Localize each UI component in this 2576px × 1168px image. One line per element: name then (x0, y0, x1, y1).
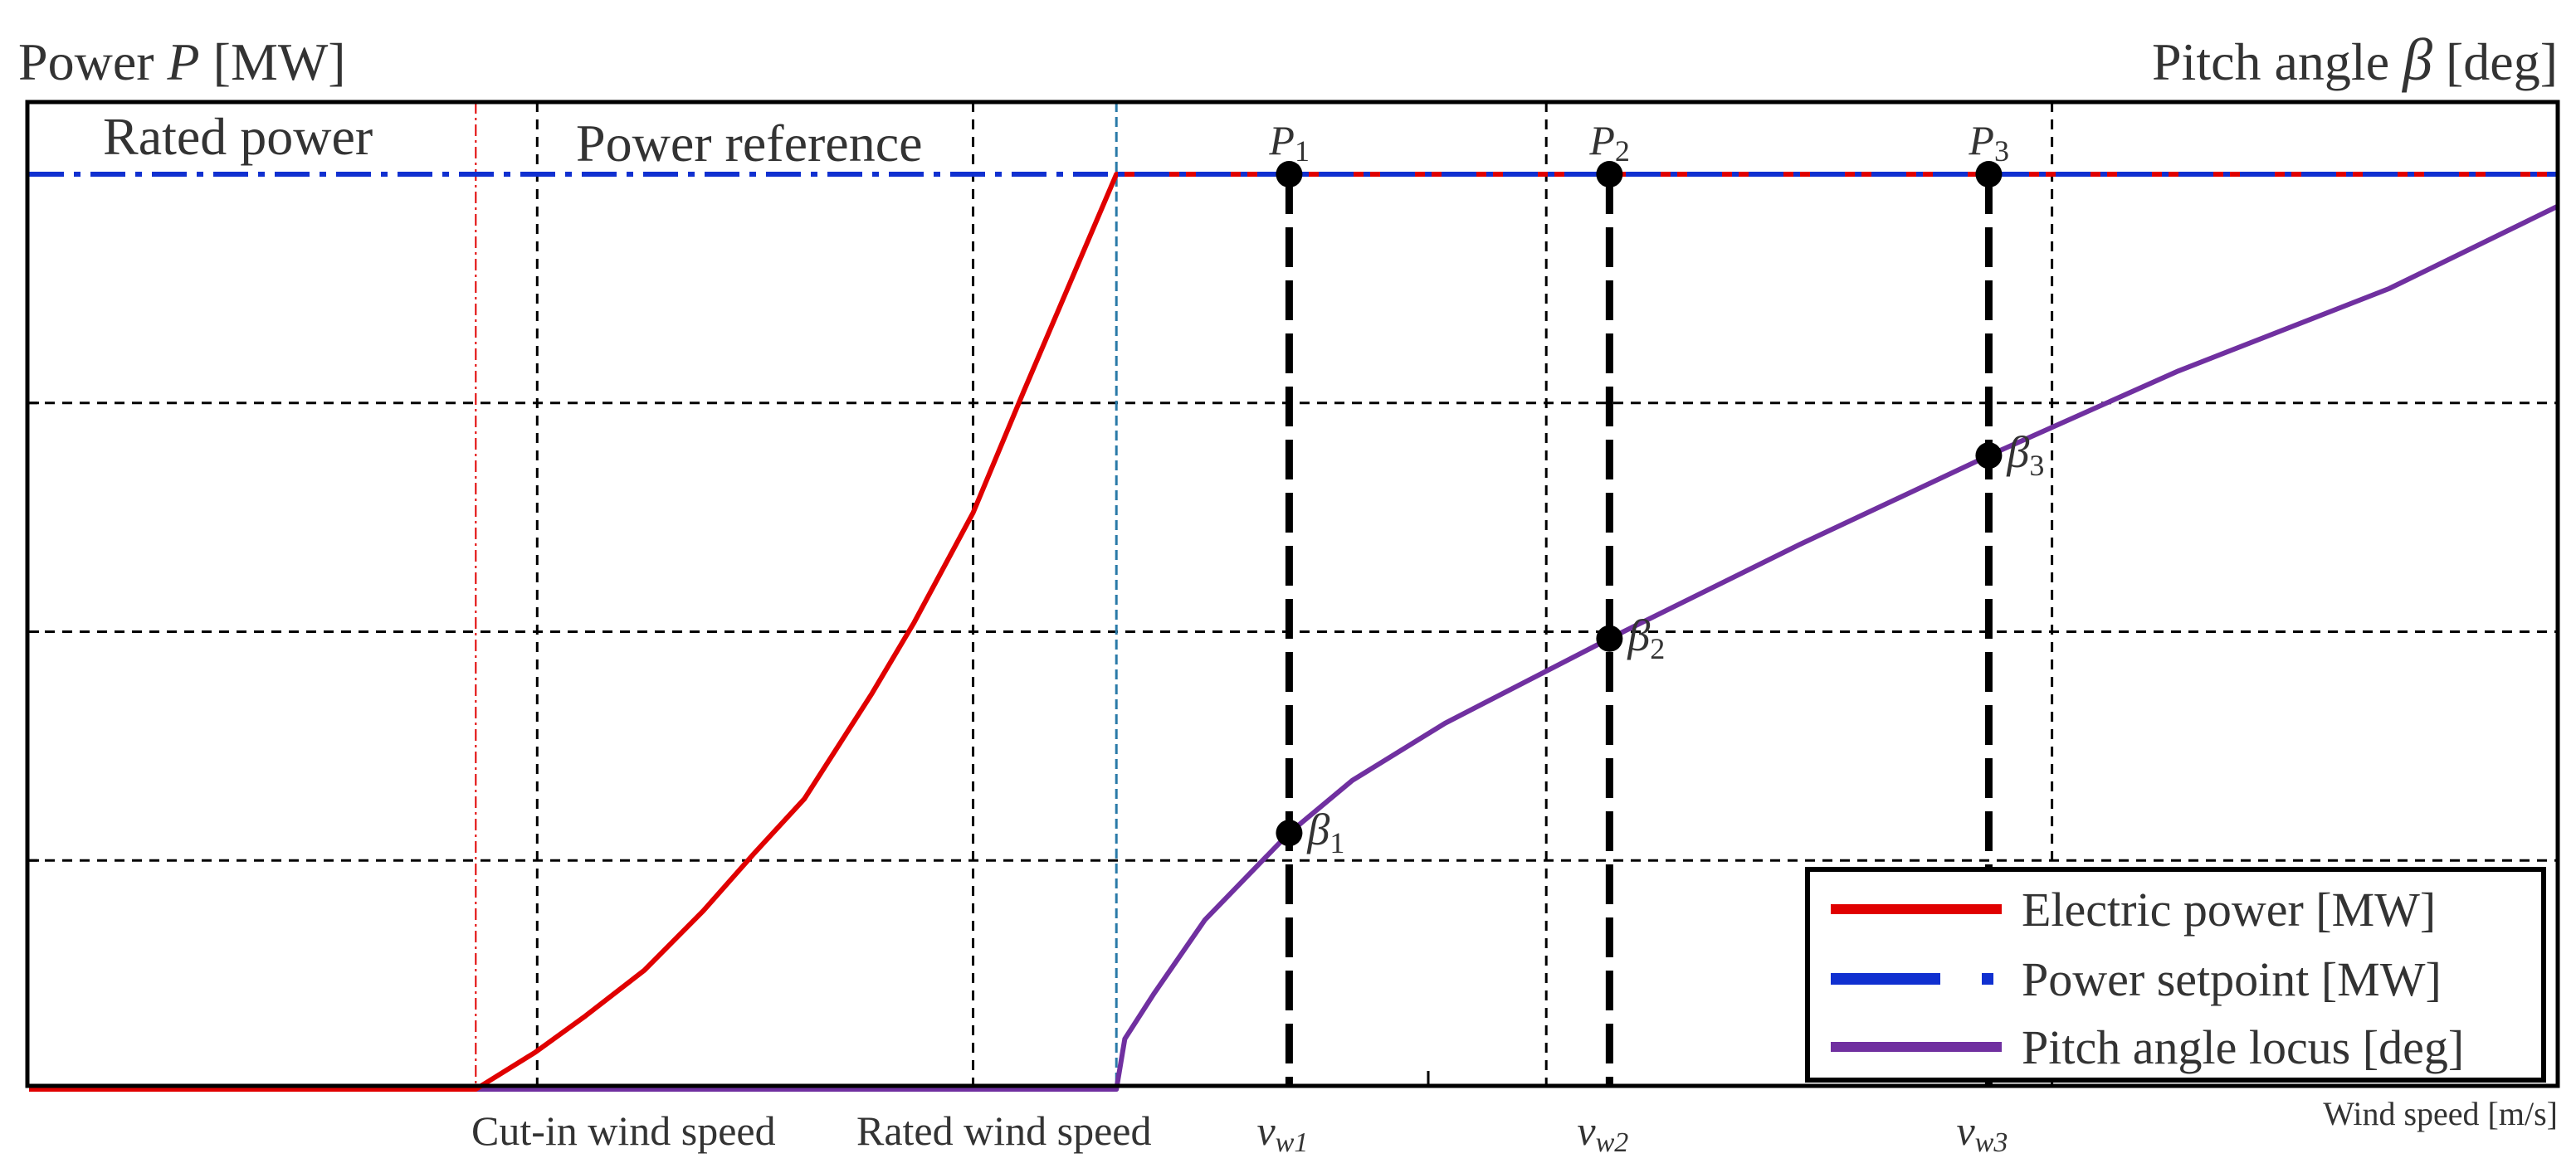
wind-speed-label: vw1 (1256, 1107, 1308, 1158)
legend-label-power-setpoint: Power setpoint [MW] (2022, 952, 2442, 1006)
left-axis-title: Power P [MW] (18, 32, 346, 91)
pitch-point-label: β1 (1306, 805, 1344, 859)
pitch-point-marker (1596, 625, 1623, 652)
legend: Electric power [MW] Power setpoint [MW] … (1805, 867, 2546, 1083)
pitch-point-label: β3 (2006, 427, 2044, 482)
cut-in-speed-label: Cut-in wind speed (471, 1107, 776, 1154)
power-point-label: P3 (1968, 117, 2009, 168)
pitch-point-marker (1276, 820, 1303, 847)
power-point-label: P1 (1268, 117, 1310, 168)
grid-lines (27, 102, 2558, 1086)
power-reference-label: Power reference (576, 114, 923, 173)
plot-frame (25, 100, 2560, 1088)
series-line-pitch-angle (29, 203, 2559, 1092)
pitch-point-marker (1975, 442, 2003, 470)
power-point-label: P2 (1588, 117, 1630, 168)
right-axis-title: Pitch angle β [deg] (2152, 27, 2558, 93)
rated-speed-label: Rated wind speed (856, 1107, 1151, 1154)
wind-speed-label: vw2 (1577, 1107, 1628, 1158)
power-point-marker (1596, 161, 1623, 187)
legend-label-electric-power: Electric power [MW] (2022, 883, 2436, 937)
wind-speed-label: vw3 (1956, 1107, 2008, 1158)
legend-label-pitch-angle: Pitch angle locus [deg] (2022, 1020, 2464, 1074)
x-axis-label: Wind speed [m/s] (2323, 1095, 2558, 1132)
rated-power-label: Rated power (103, 107, 373, 166)
power-point-marker (1276, 161, 1303, 187)
series-layer (29, 172, 2559, 1092)
power-point-marker (1975, 161, 2003, 187)
pitch-point-label: β2 (1627, 611, 1665, 665)
